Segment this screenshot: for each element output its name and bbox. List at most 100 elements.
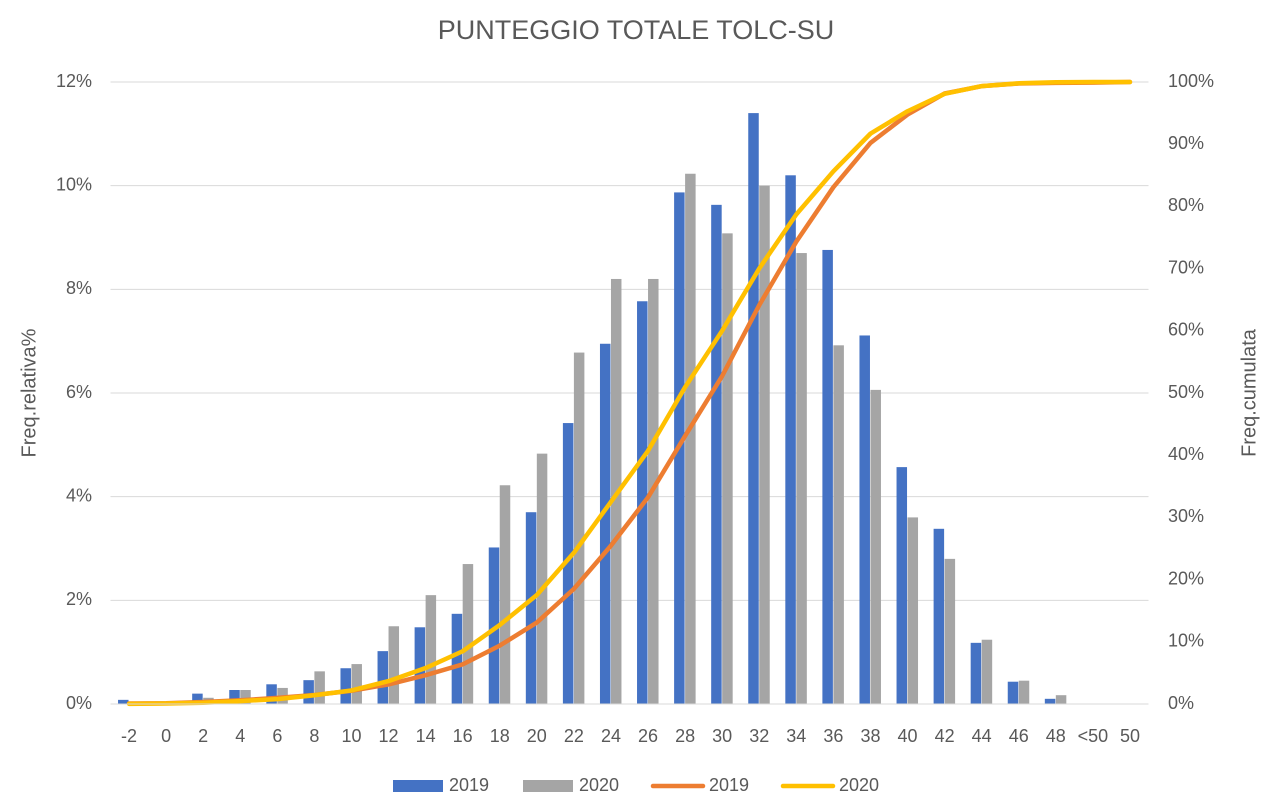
bar xyxy=(499,485,511,704)
x-tick-label: 32 xyxy=(749,726,769,746)
bar xyxy=(488,547,500,704)
y-tick-label: 12% xyxy=(56,71,92,91)
x-tick-label: 8 xyxy=(309,726,319,746)
bar xyxy=(314,671,325,704)
bar xyxy=(192,693,203,704)
y2-tick-label: 50% xyxy=(1168,382,1204,402)
x-tick-label: 38 xyxy=(860,726,880,746)
bar xyxy=(711,204,722,704)
bar xyxy=(525,512,537,704)
y2-tick-label: 20% xyxy=(1168,568,1204,588)
bar xyxy=(562,423,574,704)
x-tick-label: 24 xyxy=(601,726,621,746)
legend-label: 2019 xyxy=(449,775,489,795)
bar xyxy=(240,690,251,704)
x-tick-label: 44 xyxy=(972,726,992,746)
legend-label: 2020 xyxy=(839,775,879,795)
y2-axis-title: Freq.cumulata xyxy=(1238,328,1260,457)
x-tick-label: 2 xyxy=(198,726,208,746)
x-tick-label: 18 xyxy=(490,726,510,746)
x-tick-label: 30 xyxy=(712,726,732,746)
x-tick-label: 34 xyxy=(786,726,806,746)
bar xyxy=(748,113,759,705)
bar xyxy=(970,642,982,704)
x-tick-label: 20 xyxy=(527,726,547,746)
x-tick-label: 48 xyxy=(1046,726,1066,746)
bar xyxy=(118,699,129,704)
legend-swatch xyxy=(523,780,573,792)
bar xyxy=(340,668,351,704)
bar xyxy=(785,175,796,705)
bar xyxy=(351,664,362,704)
bar xyxy=(833,345,844,704)
bar xyxy=(1055,695,1067,704)
y2-tick-label: 70% xyxy=(1168,257,1204,277)
x-tick-label: 12 xyxy=(379,726,399,746)
y2-tick-label: 90% xyxy=(1168,133,1204,153)
bar xyxy=(759,185,770,704)
bar xyxy=(229,690,240,704)
bar xyxy=(685,173,696,704)
bar xyxy=(388,626,400,704)
x-tick-label: 42 xyxy=(935,726,955,746)
bar xyxy=(722,233,733,704)
x-tick-label: 28 xyxy=(675,726,695,746)
bar xyxy=(870,389,881,704)
chart-title: PUNTEGGIO TOTALE TOLC-SU xyxy=(438,15,835,45)
y-tick-label: 10% xyxy=(56,174,92,194)
y-tick-label: 6% xyxy=(66,382,92,402)
y2-tick-label: 60% xyxy=(1168,320,1204,340)
x-tick-label: <50 xyxy=(1078,726,1109,746)
bar xyxy=(377,651,389,704)
x-tick-label: 16 xyxy=(453,726,473,746)
x-tick-label: -2 xyxy=(121,726,137,746)
y2-tick-label: 10% xyxy=(1168,631,1204,651)
bar xyxy=(796,253,807,705)
bar xyxy=(859,335,870,704)
bar xyxy=(599,343,611,704)
x-tick-label: 4 xyxy=(235,726,245,746)
bar xyxy=(462,564,474,704)
x-tick-label: 36 xyxy=(823,726,843,746)
bar xyxy=(907,517,919,704)
bar xyxy=(266,684,277,704)
bar xyxy=(1018,680,1030,704)
x-tick-label: 6 xyxy=(272,726,282,746)
x-tick-label: 50 xyxy=(1120,726,1140,746)
bar xyxy=(425,595,437,704)
x-tick-label: 0 xyxy=(161,726,171,746)
y2-tick-label: 100% xyxy=(1168,71,1214,91)
x-tick-label: 10 xyxy=(341,726,361,746)
y2-tick-label: 40% xyxy=(1168,444,1204,464)
bar xyxy=(896,467,908,704)
x-tick-label: 22 xyxy=(564,726,584,746)
bar xyxy=(1044,698,1056,704)
bar xyxy=(414,627,426,704)
bar xyxy=(1007,681,1019,704)
bar xyxy=(536,453,548,704)
y2-tick-label: 80% xyxy=(1168,195,1204,215)
bar xyxy=(944,558,956,704)
bar xyxy=(303,680,314,704)
y2-tick-label: 30% xyxy=(1168,506,1204,526)
bar xyxy=(573,352,585,704)
x-tick-label: 40 xyxy=(898,726,918,746)
legend-swatch xyxy=(393,780,443,792)
bar xyxy=(451,613,463,704)
legend-label: 2020 xyxy=(579,775,619,795)
y-tick-label: 4% xyxy=(66,485,92,505)
legend-label: 2019 xyxy=(709,775,749,795)
bar xyxy=(933,528,945,704)
y2-tick-label: 0% xyxy=(1168,693,1194,713)
y-tick-label: 0% xyxy=(66,693,92,713)
x-tick-label: 14 xyxy=(416,726,436,746)
y-tick-label: 2% xyxy=(66,589,92,609)
bar xyxy=(981,639,993,704)
y-tick-label: 8% xyxy=(66,278,92,298)
line xyxy=(126,79,1133,707)
x-tick-label: 46 xyxy=(1009,726,1029,746)
bar xyxy=(822,249,833,704)
y-axis-title: Freq.relativa% xyxy=(18,328,40,457)
